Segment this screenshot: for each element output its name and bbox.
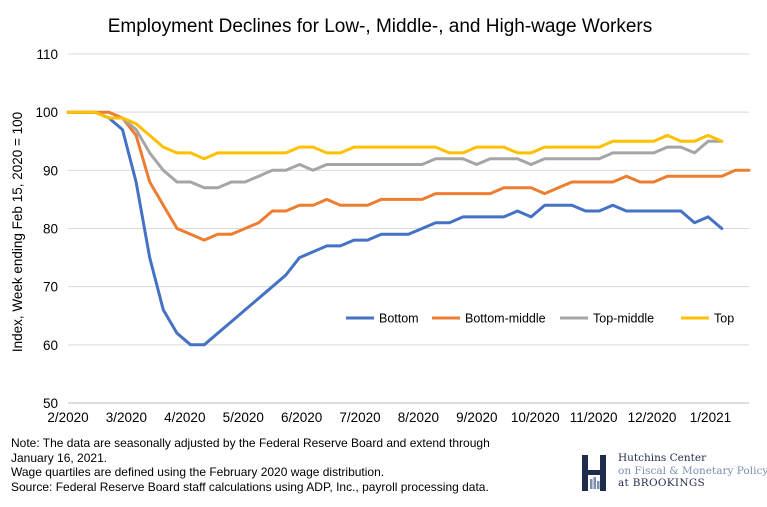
y-axis-label: Index, Week ending Feb 15, 2020 = 100 <box>10 112 25 352</box>
chart-notes: Note: The data are seasonally adjusted b… <box>11 436 571 494</box>
hutchins-h-icon <box>582 455 606 491</box>
x-tick-label: 7/2020 <box>339 410 380 425</box>
logo-line-1: Hutchins Center <box>618 452 707 464</box>
note-line: Wage quartiles are defined using the Feb… <box>11 465 385 479</box>
y-tick-label: 50 <box>43 396 58 411</box>
x-tick-label: 9/2020 <box>456 410 497 425</box>
x-tick-label: 11/2020 <box>570 410 618 425</box>
legend-label: Top <box>714 312 734 326</box>
source-line: Source: Federal Reserve Board staff calc… <box>11 479 489 494</box>
legend-label: Top-middle <box>593 312 654 326</box>
y-axis-ticks: 50 60 70 80 90 100 110 <box>35 47 58 411</box>
series-line-bottom-middle <box>66 110 751 242</box>
x-axis-ticks: 2/2020 3/2020 4/2020 5/2020 6/2020 7/2020 8/20… <box>47 410 731 425</box>
x-tick-label: 6/2020 <box>281 410 322 425</box>
y-tick-label: 60 <box>43 338 58 353</box>
line-chart: Employment Declines for Low-, Middle-, a… <box>10 16 751 425</box>
y-tick-label: 110 <box>36 47 58 62</box>
y-tick-label: 90 <box>43 163 58 178</box>
series-line-top <box>66 110 724 161</box>
series-line-top-middle <box>66 110 724 190</box>
x-tick-label: 4/2020 <box>164 410 205 425</box>
note-line: January 16, 2021. <box>11 450 108 465</box>
note-line: Note: The data are seasonally adjusted b… <box>11 436 490 450</box>
series-lines <box>66 110 751 347</box>
series-line-bottom <box>66 110 724 347</box>
chart-title: Employment Declines for Low-, Middle-, a… <box>108 16 653 37</box>
legend-label: Bottom-middle <box>465 312 546 326</box>
hutchins-brookings-logo: Hutchins Center on Fiscal & Monetary Pol… <box>580 452 767 496</box>
logo-line-3: at BROOKINGS <box>618 477 706 489</box>
x-tick-label: 10/2020 <box>511 410 560 425</box>
x-tick-label: 8/2020 <box>398 410 439 425</box>
y-tick-label: 100 <box>35 105 58 120</box>
x-tick-label: 1/2021 <box>690 410 731 425</box>
x-tick-label: 3/2020 <box>106 410 147 425</box>
legend: Bottom Bottom-middle Top-middle Top <box>346 312 734 326</box>
y-tick-label: 80 <box>43 222 58 237</box>
x-tick-label: 5/2020 <box>223 410 264 425</box>
logo-line-2: on Fiscal & Monetary Policy <box>618 464 767 477</box>
legend-label: Bottom <box>379 312 419 326</box>
x-tick-label: 2/2020 <box>47 410 88 425</box>
logo-text: Hutchins Center on Fiscal & Monetary Pol… <box>618 452 767 490</box>
x-tick-label: 12/2020 <box>628 410 677 425</box>
gridlines <box>68 53 749 404</box>
y-tick-label: 70 <box>43 280 58 295</box>
